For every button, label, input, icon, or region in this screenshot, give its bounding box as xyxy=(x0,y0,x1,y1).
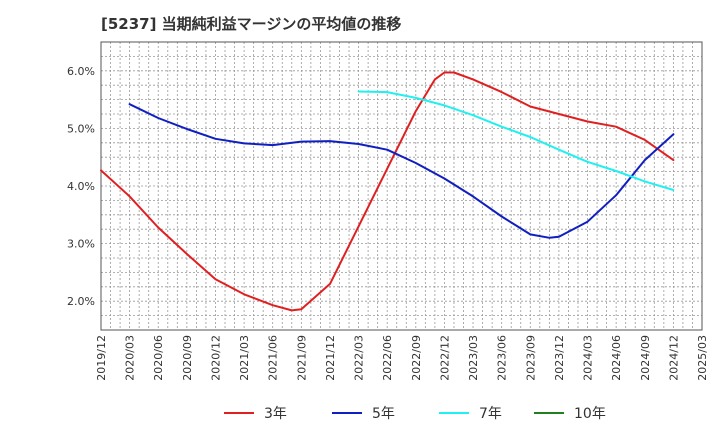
x-tick-label: 2021/06 xyxy=(267,335,280,381)
legend-label: 7年 xyxy=(479,406,502,422)
chart-title: [5237] 当期純利益マージンの平均値の推移 xyxy=(101,15,402,33)
plot-frame xyxy=(100,41,703,331)
y-tick-label: 5.0% xyxy=(67,122,95,135)
x-tick-label: 2020/09 xyxy=(181,335,194,381)
series-line xyxy=(357,90,675,191)
x-tick-label: 2021/12 xyxy=(324,335,337,381)
y-tick-label: 4.0% xyxy=(67,180,95,193)
x-tick-label: 2024/09 xyxy=(639,335,652,381)
legend-label: 3年 xyxy=(264,406,287,422)
series-line xyxy=(100,71,675,312)
x-tick-label: 2022/06 xyxy=(381,335,394,381)
x-tick-label: 2019/12 xyxy=(95,335,108,381)
x-tick-label: 2022/09 xyxy=(410,335,423,381)
x-tick-label: 2020/03 xyxy=(124,335,137,381)
x-tick-label: 2022/03 xyxy=(353,335,366,381)
x-tick-label: 2023/03 xyxy=(467,335,480,381)
y-tick-label: 6.0% xyxy=(67,65,95,78)
x-tick-label: 2024/12 xyxy=(667,335,680,381)
x-tick-label: 2020/12 xyxy=(209,335,222,381)
legend-label: 10年 xyxy=(574,406,606,422)
series-line xyxy=(128,103,675,239)
x-tick-label: 2023/06 xyxy=(496,335,509,381)
y-tick-label: 3.0% xyxy=(67,238,95,251)
x-tick-label: 2024/06 xyxy=(610,335,623,381)
x-tick-label: 2024/03 xyxy=(582,335,595,381)
legend-label: 5年 xyxy=(372,406,395,422)
x-tick-label: 2022/12 xyxy=(438,335,451,381)
x-tick-label: 2020/06 xyxy=(152,335,165,381)
x-tick-label: 2025/03 xyxy=(696,335,709,381)
y-tick-label: 2.0% xyxy=(67,295,95,308)
x-tick-label: 2021/09 xyxy=(295,335,308,381)
x-tick-label: 2023/09 xyxy=(524,335,537,381)
x-tick-label: 2021/03 xyxy=(238,335,251,381)
x-tick-label: 2023/12 xyxy=(553,335,566,381)
